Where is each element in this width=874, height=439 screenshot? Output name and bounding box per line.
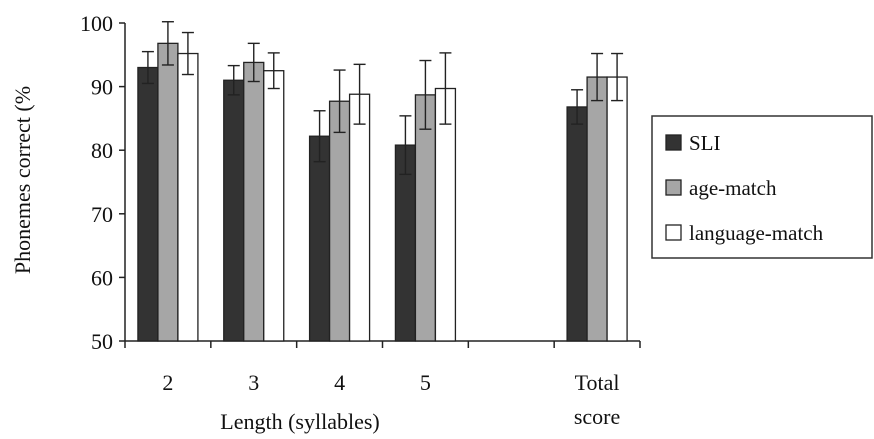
y-ticks: 50 60 70 80 90 100: [80, 11, 125, 354]
y-tick-label: 100: [80, 11, 113, 36]
y-tick-label: 70: [91, 202, 113, 227]
bar-age-match: [586, 76, 608, 342]
error-bar: [161, 21, 174, 66]
legend-label: age-match: [689, 176, 777, 200]
bar-sli: [566, 106, 588, 342]
bar-sli: [223, 79, 245, 342]
bar-sli: [308, 135, 331, 342]
x-tick-label: score: [574, 404, 620, 429]
error-bar: [227, 64, 240, 96]
y-tick-label: 80: [91, 138, 113, 163]
error-bar: [611, 52, 624, 102]
bar-age-match: [328, 100, 351, 342]
legend-label: SLI: [689, 131, 721, 155]
y-axis-title: Phonemes correct (%: [10, 86, 35, 274]
error-bar: [267, 52, 280, 90]
x-tick-label: 3: [248, 370, 259, 395]
bar-language-match: [348, 93, 371, 342]
error-bars: [141, 21, 624, 176]
legend-label: language-match: [689, 221, 824, 245]
bar-age-match: [414, 94, 437, 342]
error-bar: [313, 110, 326, 163]
error-bar: [571, 89, 584, 125]
x-ticks: 2 3 4 5 Total score: [124, 341, 641, 429]
legend-swatch-sli: [665, 134, 682, 151]
legend-swatch-age-match: [665, 179, 682, 196]
error-bar: [333, 69, 346, 134]
bars: [137, 42, 628, 342]
bar-age-match: [157, 42, 179, 342]
legend-box: [651, 115, 873, 259]
bar-sli: [137, 66, 159, 342]
y-tick-label: 90: [91, 75, 113, 100]
y-tick-label: 50: [91, 329, 113, 354]
legend: SLI age-match language-match: [651, 115, 873, 259]
error-bar: [591, 52, 604, 102]
legend-swatch-language-match: [665, 224, 682, 241]
x-axis: 2 3 4 5 Total score: [124, 340, 641, 429]
x-axis-title: Length (syllables): [220, 409, 379, 434]
error-bar: [399, 115, 412, 176]
x-tick-label: 2: [162, 370, 173, 395]
legend-items: SLI age-match language-match: [665, 131, 824, 245]
error-bar: [353, 63, 366, 125]
y-axis: 50 60 70 80 90 100: [80, 11, 126, 354]
x-tick-label: Total: [575, 370, 620, 395]
error-bar: [141, 50, 154, 85]
error-bar: [247, 42, 260, 83]
x-tick-label: 5: [420, 370, 431, 395]
bar-language-match: [434, 87, 457, 342]
bar-language-match: [177, 52, 199, 342]
error-bar: [181, 31, 194, 76]
error-bar: [439, 52, 452, 125]
y-tick-label: 60: [91, 265, 113, 290]
x-tick-label: 4: [334, 370, 345, 395]
error-bar: [419, 59, 432, 130]
bar-language-match: [606, 76, 628, 342]
bar-language-match: [263, 70, 285, 342]
bar-age-match: [243, 61, 265, 342]
